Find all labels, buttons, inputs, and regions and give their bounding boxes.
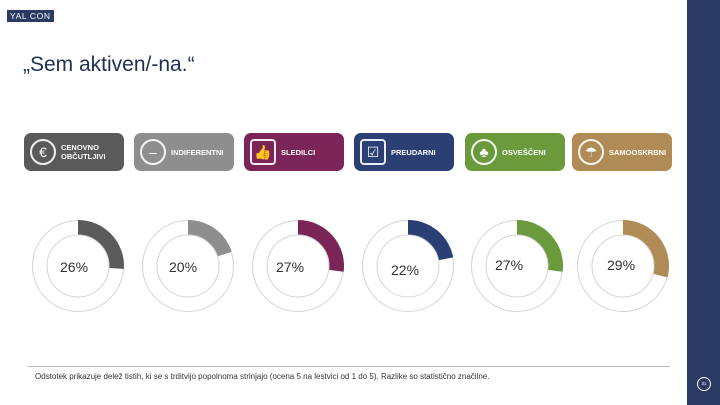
donut-slice <box>298 220 344 272</box>
euro-icon: € <box>30 139 56 165</box>
donut-chart: 27% <box>250 218 346 314</box>
donut-svg <box>142 220 234 312</box>
segment-label: INDIFERENTNI <box>171 147 224 157</box>
donut-slice <box>78 220 125 269</box>
donut-slice <box>517 220 563 272</box>
page-title: „Sem aktiven/-na.“ <box>23 53 195 76</box>
segment-badge-preudarni: ☑ PREUDARNI <box>354 133 454 171</box>
donut-hole <box>156 234 220 298</box>
donut-chart: 20% <box>140 218 236 314</box>
donut-value-label: 27% <box>495 257 524 273</box>
donut-slice <box>188 220 232 257</box>
logo: YAL CON <box>7 10 54 22</box>
donut-hole <box>376 234 440 298</box>
donut-slice <box>623 220 669 278</box>
donut-value-label: 20% <box>169 259 198 275</box>
donut-value-label: 29% <box>607 257 636 273</box>
donut-value-label: 22% <box>391 262 420 278</box>
side-bar <box>687 0 720 405</box>
donut-hole <box>266 234 330 298</box>
plant-icon: ♣ <box>471 139 497 165</box>
watering-can-icon: ☂ <box>578 139 604 165</box>
donut-svg <box>32 220 125 312</box>
segment-label: OSVEŠČENI <box>502 147 546 157</box>
donut-chart: 29% <box>575 218 671 314</box>
segment-label: PREUDARNI <box>391 147 436 157</box>
segment-badge-cenovno-obcutljivi: € CENOVNO OBČUTLJIVI <box>24 133 124 171</box>
donut-svg <box>471 220 563 312</box>
segment-badge-indiferentni: – INDIFERENTNI <box>134 133 234 171</box>
segment-label: CENOVNO OBČUTLJIVI <box>61 143 106 161</box>
thumbs-up-icon: 👍 <box>250 139 276 165</box>
donut-svg <box>577 220 669 312</box>
donut-chart: 26% <box>30 218 126 314</box>
checklist-icon: ☑ <box>360 139 386 165</box>
donut-chart: 27% <box>469 218 565 314</box>
segment-label: SAMOOSKRBNI <box>609 147 667 157</box>
segment-badge-osvesceni: ♣ OSVEŠČENI <box>465 133 565 171</box>
segment-badge-sledilci: 👍 SLEDILCI <box>244 133 344 171</box>
page-number: 31 <box>697 377 711 391</box>
donut-value-label: 27% <box>276 259 305 275</box>
donut-svg <box>362 220 454 312</box>
footnote-divider <box>28 366 670 367</box>
donut-value-label: 26% <box>60 259 89 275</box>
donut-chart: 22% <box>360 218 456 314</box>
segment-badge-samooskrbni: ☂ SAMOOSKRBNI <box>572 133 672 171</box>
donut-svg <box>252 220 344 312</box>
donut-hole <box>46 234 110 298</box>
segment-label: SLEDILCI <box>281 147 316 157</box>
donut-hole <box>485 234 549 298</box>
neutral-face-icon: – <box>140 139 166 165</box>
donut-slice <box>408 220 454 261</box>
footnote: Odstotek prikazuje delež tistih, ki se s… <box>35 372 490 381</box>
donut-hole <box>591 234 655 298</box>
